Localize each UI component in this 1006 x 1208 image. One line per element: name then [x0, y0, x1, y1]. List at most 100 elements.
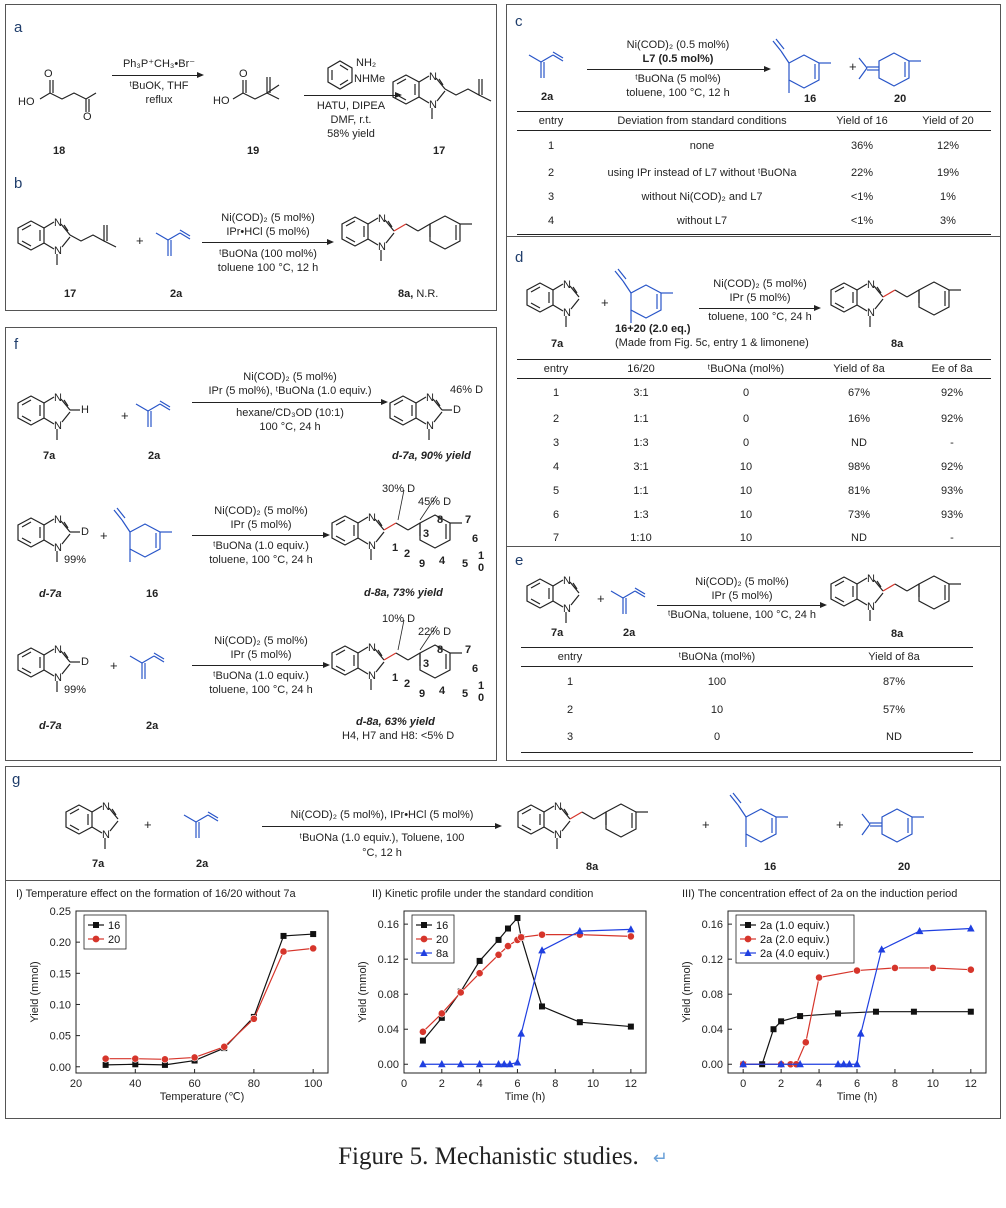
compound-label-2a: 2a [146, 720, 159, 732]
compound-label-d7a: d-7a [39, 720, 62, 732]
x-tick-label: 8 [552, 1078, 558, 1090]
table-header: Ee of 8a [913, 359, 991, 379]
x-tick-label: 100 [304, 1078, 322, 1090]
data-point [438, 1060, 446, 1068]
legend-marker [421, 922, 427, 928]
mixture-label: 16+20 (2.0 eq.) [615, 323, 691, 335]
data-point [506, 1060, 514, 1068]
panel-c: c 2a Ni(COD)₂ (0.5 mol%) L7 (0.5 mol%) ᵗB… [506, 4, 1001, 237]
deuterium-percent: 99% [64, 554, 87, 566]
data-point [309, 944, 318, 953]
deuterated-8a [331, 619, 463, 691]
y-tick-label: 0.08 [378, 989, 399, 1001]
y-tick-label: 0.16 [702, 919, 723, 931]
legend-marker [745, 922, 751, 928]
x-tick-label: 2 [778, 1078, 784, 1090]
atom-number: 6 [472, 533, 479, 545]
atom-n: N [867, 601, 875, 613]
panel-label: g [12, 771, 21, 788]
legend-label: 2a (2.0 equiv.) [760, 934, 830, 946]
panel-label: c [515, 13, 523, 30]
panel-label: e [515, 552, 524, 569]
x-tick-label: 4 [816, 1078, 822, 1090]
compound-label-2a: 2a [541, 91, 554, 103]
reaction-conditions: Ni(COD)₂ (5 mol%) IPr (5 mol%) [713, 278, 807, 304]
data-point [576, 1019, 583, 1026]
x-tick-label: 4 [477, 1078, 483, 1090]
compound-label-17: 17 [433, 145, 446, 157]
data-point [538, 946, 546, 954]
reaction-arrow [587, 66, 771, 72]
legend-label: 8a [436, 948, 449, 960]
x-tick-label: 60 [188, 1078, 200, 1090]
panel-g: g N N 7a + 2a Ni(COD)₂ (5 mol%), IPr•HCl… [5, 766, 1001, 1119]
table-row: 1 100 87% [566, 675, 906, 688]
plus-sign: + [836, 817, 844, 832]
data-point [438, 1014, 445, 1021]
x-tick-label: 0 [401, 1078, 407, 1090]
reaction-arrow [192, 662, 330, 668]
atom-n: N [563, 307, 571, 319]
x-tick-label: 6 [854, 1078, 860, 1090]
atom-number: 2 [404, 678, 411, 690]
table-header: Yield of 20 [905, 111, 991, 131]
molecule-18 [39, 80, 97, 112]
molecule-19 [232, 77, 280, 100]
compound-label-7a: 7a [551, 338, 564, 350]
deuterium-percent: 99% [64, 684, 87, 696]
atom-n: N [54, 392, 62, 404]
series-line [422, 928, 631, 1065]
compound-label-16: 16 [804, 93, 817, 105]
benzimidazole-7a [65, 804, 119, 850]
panel-label: d [515, 249, 524, 266]
table-header: Yield of 16 [819, 111, 905, 131]
deuterium-percent: 10% D [382, 613, 416, 625]
chart-title: III) The concentration effect of 2a on t… [682, 888, 958, 900]
data-point [538, 930, 546, 939]
panel-e: e N N 7a + 2a Ni(COD)₂ (5 mol%) IPr (5 mo… [506, 547, 1001, 761]
atom-n: N [378, 213, 386, 225]
data-point [796, 1060, 804, 1068]
reaction-conditions: ᵗBuONa (5 mol%) toluene, 100 °C, 12 h [626, 73, 730, 99]
atom-ho: HO [18, 96, 35, 108]
data-point [161, 1055, 169, 1064]
product-label: d-8a, 73% yield [364, 587, 443, 599]
isoprene-2a [610, 587, 646, 615]
data-point [280, 932, 287, 939]
data-point [437, 1009, 446, 1018]
diene-16 [729, 792, 789, 848]
atom-number: 1 [478, 680, 485, 692]
table-header: Deviation from standard conditions [585, 111, 819, 131]
reaction-arrow [112, 72, 204, 78]
data-point [856, 1029, 865, 1037]
reaction-conditions: hexane/CD₃OD (10:1) 100 °C, 24 h [236, 407, 344, 433]
atom-d: D [81, 656, 89, 668]
atom-number: 0 [478, 562, 485, 574]
atom-number: 7 [465, 644, 472, 656]
table-row: 4 without L7 <1% 3% [517, 208, 991, 235]
product-8a [341, 215, 473, 262]
figure-caption: Figure 5. Mechanistic studies. ↵ [338, 1143, 668, 1170]
reaction-conditions: Ni(COD)₂ (0.5 mol%) L7 (0.5 mol%) [626, 39, 730, 65]
atom-n: N [563, 575, 571, 587]
reaction-conditions: Ni(COD)₂ (5 mol%) IPr (5 mol%) [214, 505, 308, 531]
nhme-label: NHMe [354, 73, 386, 85]
atom-number: 6 [472, 663, 479, 675]
data-point [419, 1060, 427, 1068]
mixture-note: (Made from Fig. 5c, entry 1 & limonene) [615, 337, 809, 349]
product-8a [830, 575, 962, 622]
panel-label: b [14, 175, 23, 192]
data-point [891, 964, 899, 972]
data-point [504, 925, 511, 932]
table-e: entry ᵗBuONa (mol%) Yield of 8a 1 100 87% … [521, 647, 973, 753]
plus-sign: + [144, 817, 152, 832]
y-tick-label: 0.05 [50, 1031, 71, 1043]
atom-o: O [83, 111, 92, 123]
data-point [815, 973, 823, 982]
atom-number: 1 [478, 550, 485, 562]
panel-label: a [14, 19, 23, 36]
plus-sign: + [849, 59, 857, 74]
divider [6, 880, 1000, 881]
atom-n: N [554, 801, 562, 813]
atom-n: N [54, 514, 62, 526]
